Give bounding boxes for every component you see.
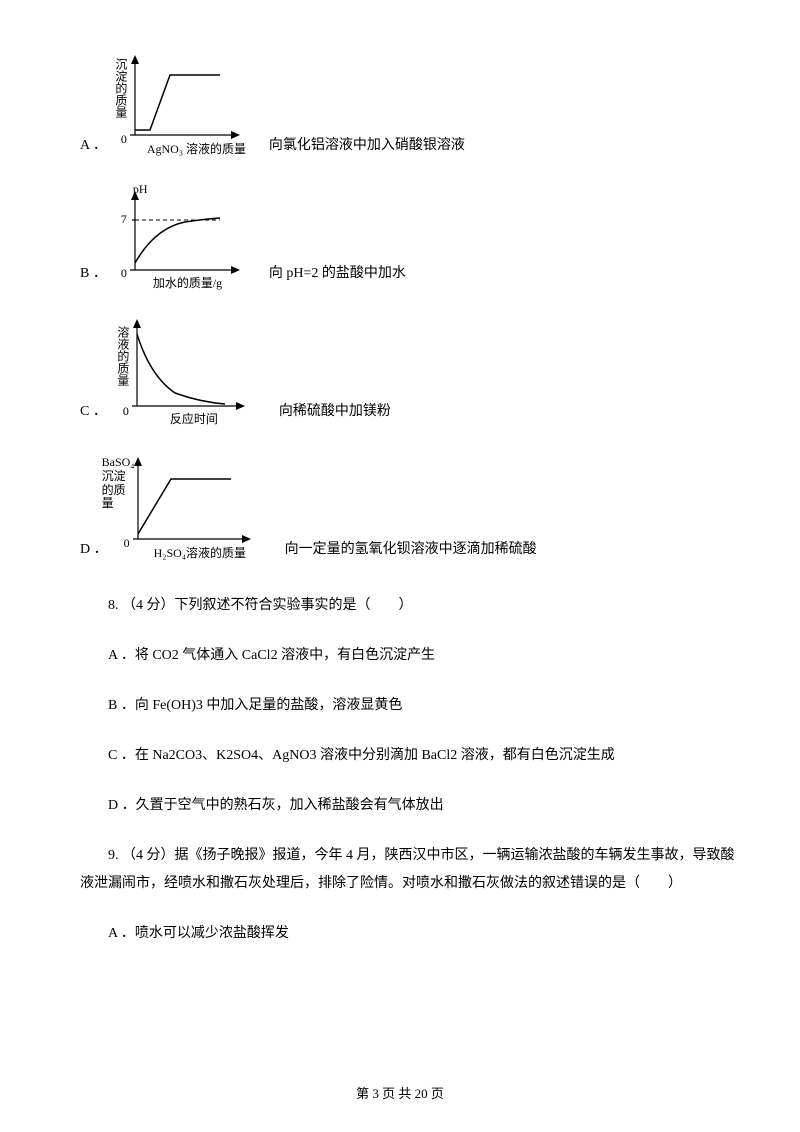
option-a-row: A ． 沉淀的质量 0 AgNO₃ 溶液的质量 向氯化铝溶液中加入硝酸银溶液 [80,50,740,160]
option-b-figure: pH 7 0 加水的质量/g [115,188,265,288]
option-a-xlabel: AgNO₃ 溶液的质量 [147,140,246,157]
option-d-xlabel: H₂SO₄溶液的质量 [154,544,246,561]
q8-stem: 8. （4 分）下列叙述不符合实验事实的是（ ） [80,592,740,620]
option-c-ylabel: 溶液的质量 [113,326,129,386]
option-b-origin: 0 [121,266,127,281]
option-d-figure: BaSO₄沉淀的质量 0 H₂SO₄溶液的质量 [116,454,281,564]
q8-option-d: D ．久置于空气中的熟石灰，加入稀盐酸会有气体放出 [80,792,740,820]
option-c-row: C ． 溶液的质量 0 反应时间 向稀硫酸中加镁粉 [80,316,740,426]
q9-stem: 9. （4 分）据《扬子晚报》报道，今年 4 月，陕西汉中市区，一辆运输浓盐酸的… [80,842,740,898]
option-b-text: 向 pH=2 的盐酸中加水 [269,262,406,288]
option-c-letter: C ． [80,400,107,426]
option-a-ylabel: 沉淀的质量 [111,58,127,118]
option-b-xlabel: 加水的质量/g [153,274,222,291]
q8-option-b: B ．向 Fe(OH)3 中加入足量的盐酸，溶液显黄色 [80,692,740,720]
option-c-xlabel: 反应时间 [170,410,218,427]
page-footer: 第 3 页 共 20 页 [0,1083,800,1102]
option-c-origin: 0 [123,404,129,419]
option-b-row: B ． pH 7 0 加水的质量/g 向 pH=2 的盐酸中加水 [80,188,740,288]
q8-option-c: C ．在 Na2CO3、K2SO4、AgNO3 溶液中分别滴加 BaCl2 溶液… [80,742,740,770]
option-c-text: 向稀硫酸中加镁粉 [279,400,391,426]
option-a-text: 向氯化铝溶液中加入硝酸银溶液 [269,134,465,160]
option-d-letter: D ． [80,538,108,564]
option-b-ylabel: pH [133,182,148,197]
option-d-row: D ． BaSO₄沉淀的质量 0 H₂SO₄溶液的质量 向一定量的氢氧化钡溶液中… [80,454,740,564]
option-a-figure: 沉淀的质量 0 AgNO₃ 溶液的质量 [115,50,265,160]
option-d-text: 向一定量的氢氧化钡溶液中逐滴加稀硫酸 [285,538,537,564]
option-b-letter: B ． [80,262,107,288]
option-a-letter: A ． [80,134,107,160]
q9-option-a: A ．喷水可以减少浓盐酸挥发 [80,920,740,948]
option-a-origin: 0 [121,132,127,147]
option-d-origin: 0 [124,536,130,551]
q8-option-a: A ．将 CO2 气体通入 CaCl2 溶液中，有白色沉淀产生 [80,642,740,670]
option-c-figure: 溶液的质量 0 反应时间 [115,316,275,426]
option-d-ylabel: BaSO₄沉淀的质量 [102,456,132,511]
option-b-seven: 7 [121,212,127,227]
